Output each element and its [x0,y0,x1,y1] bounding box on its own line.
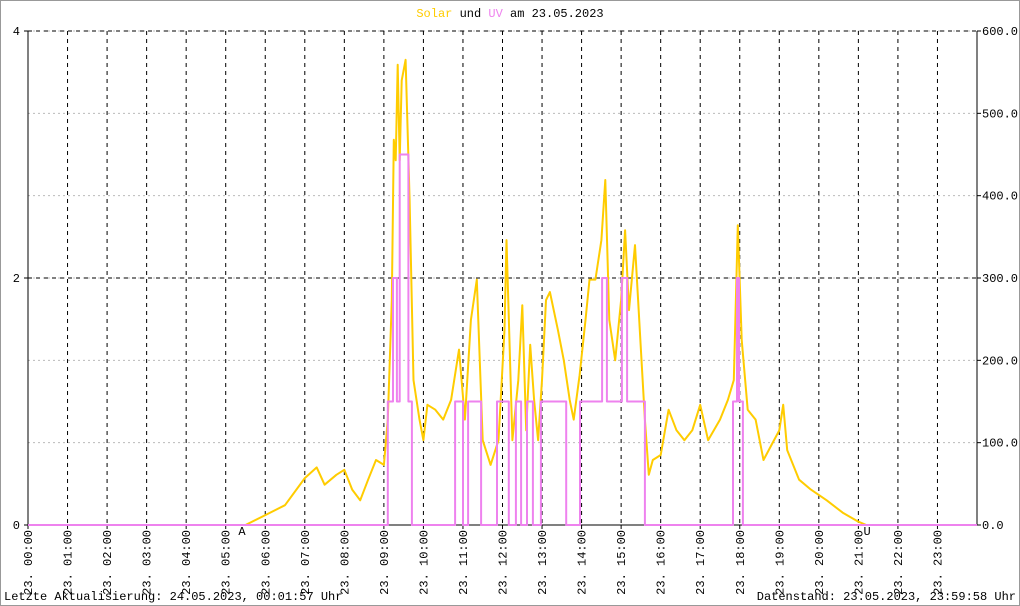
x-tick-label: 23. 09:00 [378,530,392,595]
x-tick-label: 23. 13:00 [536,530,550,595]
x-tick-label: 23. 10:00 [417,530,431,595]
x-tick-label: 23. 14:00 [576,530,590,595]
y2-tick-label: 0.0 [982,519,1004,533]
y-tick-label: 4 [13,25,20,39]
y2-tick-label: 500.0 [982,107,1018,121]
y-tick-label: 0 [13,519,20,533]
series-line [28,153,977,526]
title-connector: und [460,7,482,21]
x-tick-label: 23. 03:00 [141,530,155,595]
x-tick-label: 23. 20:00 [813,530,827,595]
series-line [28,58,977,526]
x-tick-label: 23. 01:00 [62,530,76,595]
annotation: A [238,525,246,539]
x-tick-label: 23. 07:00 [299,530,313,595]
annotation: U [863,525,870,539]
x-tick-label: 23. 22:00 [892,530,906,595]
x-tick-label: 23. 15:00 [615,530,629,595]
x-tick-label: 23. 00:00 [22,530,36,595]
title-series-uv: UV [488,7,503,21]
x-tick-label: 23. 16:00 [655,530,669,595]
x-tick-label: 23. 06:00 [259,530,273,595]
x-tick-label: 23. 12:00 [497,530,511,595]
chart-title: Solar und UV am 23.05.2023 [416,7,603,21]
y2-tick-label: 600.0 [982,25,1018,39]
y2-tick-label: 100.0 [982,437,1018,451]
x-tick-label: 23. 18:00 [734,530,748,595]
x-tick-label: 23. 19:00 [773,530,787,595]
x-tick-label: 23. 08:00 [338,530,352,595]
footer-left: Letzte Aktualisierung: 24.05.2023, 00:01… [4,590,342,604]
y2-tick-label: 300.0 [982,272,1018,286]
x-tick-label: 23. 05:00 [220,530,234,595]
title-suffix: am 23.05.2023 [510,7,604,21]
y2-tick-label: 400.0 [982,190,1018,204]
x-tick-label: 23. 23:00 [931,530,945,595]
title-series-solar: Solar [416,7,452,21]
x-tick-label: 23. 17:00 [694,530,708,595]
y2-tick-label: 200.0 [982,354,1018,368]
x-tick-label: 23. 21:00 [852,530,866,595]
x-tick-label: 23. 04:00 [180,530,194,595]
y-tick-label: 2 [13,272,20,286]
footer-right: Datenstand: 23.05.2023, 23:59:58 Uhr [757,590,1016,604]
x-tick-label: 23. 11:00 [457,530,471,595]
x-tick-label: 23. 02:00 [101,530,115,595]
